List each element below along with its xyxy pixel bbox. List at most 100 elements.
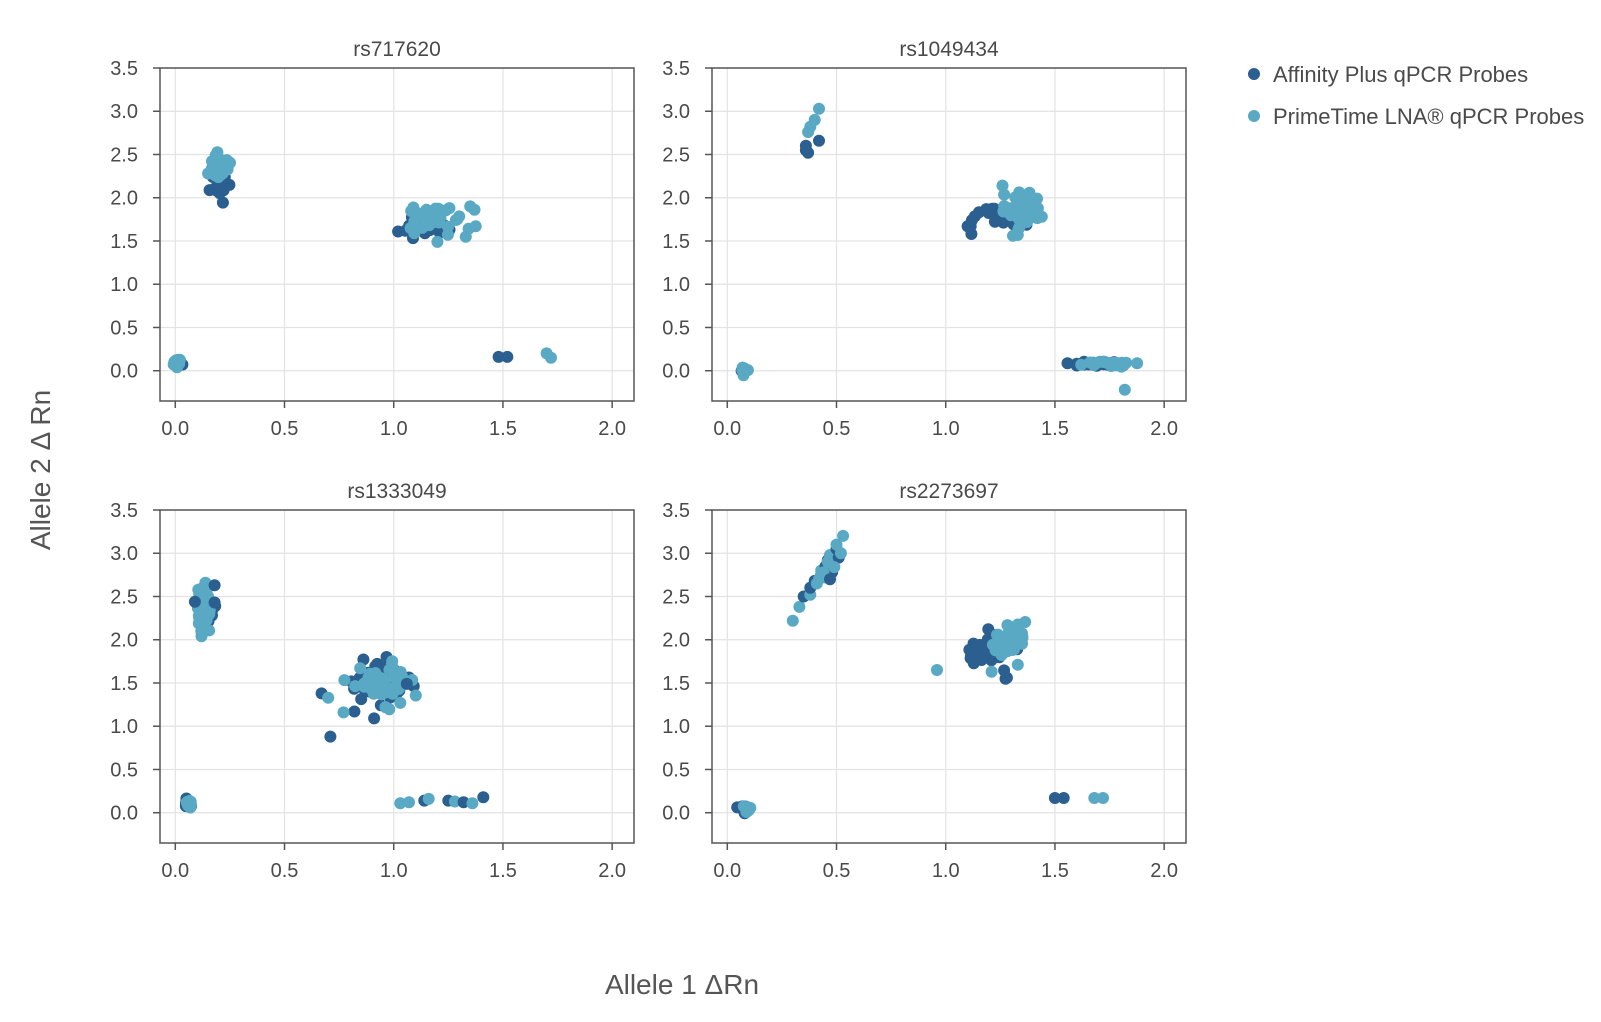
y-tick-label: 2.5 (662, 144, 690, 166)
y-tick-label: 1.0 (662, 716, 690, 738)
legend: Affinity Plus qPCR Probes PrimeTime LNA®… (1248, 62, 1584, 129)
data-point-primetime-lna (198, 609, 211, 622)
data-point-affinity-plus (1057, 792, 1070, 804)
data-point-primetime-lna (1088, 792, 1101, 804)
y-tick-label: 2.0 (110, 188, 138, 210)
x-tick-label: 2.0 (598, 418, 626, 440)
data-point-primetime-lna (448, 795, 461, 808)
data-point-primetime-lna (431, 235, 444, 248)
x-tick-label: 1.5 (1041, 418, 1069, 440)
data-point-primetime-lna (337, 706, 350, 719)
y-tick-label: 0.0 (110, 361, 138, 383)
x-tick-label: 1.0 (380, 860, 408, 882)
data-point-primetime-lna (1011, 658, 1024, 671)
data-point-primetime-lna (1011, 228, 1024, 241)
data-point-primetime-lna (379, 701, 392, 714)
data-point-primetime-lna (996, 179, 1009, 192)
y-tick-label: 1.0 (110, 716, 138, 738)
x-tick-label: 1.0 (380, 418, 408, 440)
data-point-primetime-lna (808, 113, 821, 126)
data-point-primetime-lna (422, 792, 435, 805)
data-point-primetime-lna (338, 674, 351, 687)
data-point-primetime-lna (1000, 645, 1013, 658)
y-tick-label: 2.5 (110, 586, 138, 608)
data-point-primetime-lna (1006, 636, 1019, 649)
y-tick-label: 3.5 (662, 58, 690, 80)
y-tick-label: 3.0 (662, 101, 690, 123)
data-point-primetime-lna (405, 205, 418, 217)
x-tick-label: 2.0 (1150, 860, 1178, 882)
x-tick-label: 2.0 (1150, 418, 1178, 440)
data-point-affinity-plus (213, 180, 226, 192)
data-point-primetime-lna (998, 188, 1011, 201)
x-tick-label: 0.0 (713, 860, 741, 882)
panel-rs1333049: 0.0 0.5 1.0 1.5 2.0 3.5 3.0 2.5 2.0 1.5 1.0 0.5 0.0 r… (110, 480, 635, 882)
data-point-affinity-plus (392, 225, 405, 238)
data-point-primetime-lna (394, 797, 407, 810)
data-point-affinity-plus (982, 623, 995, 636)
y-tick-label: 3.0 (110, 543, 138, 565)
legend-marker-affinity-plus (1248, 68, 1260, 80)
data-point-primetime-lna (468, 203, 481, 216)
y-tick-label: 1.5 (662, 673, 690, 695)
data-point-primetime-lna (1035, 210, 1048, 223)
x-tick-label: 0.5 (823, 418, 851, 440)
x-tick-label: 1.0 (932, 418, 960, 440)
data-point-primetime-lna (354, 662, 367, 675)
data-point-affinity-plus (501, 350, 514, 363)
data-point-affinity-plus (813, 134, 825, 147)
plot-frame (711, 509, 1187, 844)
y-tick-label: 2.5 (110, 144, 138, 166)
data-point-affinity-plus (208, 596, 221, 609)
x-axis-label: Allele 1 ΔRn (605, 969, 759, 1000)
data-point-primetime-lna (1017, 203, 1030, 216)
panel-title: rs717620 (353, 38, 441, 61)
data-point-affinity-plus (188, 595, 201, 608)
data-point-primetime-lna (834, 547, 847, 560)
y-tick-label: 0.5 (110, 317, 138, 339)
x-tick-label: 1.5 (489, 860, 517, 882)
data-point-primetime-lna (837, 529, 850, 542)
x-tick-label: 0.0 (161, 418, 189, 440)
y-tick-label: 3.5 (662, 500, 690, 522)
x-tick-label: 0.5 (271, 418, 299, 440)
data-point-primetime-lna (386, 655, 399, 668)
y-tick-label: 0.0 (662, 803, 690, 825)
data-point-primetime-lna (793, 600, 806, 613)
plot-frame (159, 67, 635, 402)
data-point-primetime-lna (466, 797, 479, 810)
y-tick-label: 1.0 (110, 274, 138, 296)
data-point-primetime-lna (210, 159, 223, 172)
data-point-primetime-lna (786, 614, 799, 627)
data-point-primetime-lna (430, 215, 442, 228)
panel-rs717620: 0.0 0.5 1.0 1.5 2.0 3.5 3.0 2.5 2.0 1.5 1.0 0.5 0.0 r… (110, 38, 635, 440)
data-point-primetime-lna (1131, 357, 1144, 370)
data-point-primetime-lna (1075, 358, 1088, 371)
y-tick-label: 1.0 (662, 274, 690, 296)
y-tick-label: 3.0 (662, 543, 690, 565)
data-point-primetime-lna (322, 691, 335, 704)
plot-frame (159, 509, 635, 844)
panel-title: rs1049434 (899, 38, 999, 61)
data-point-primetime-lna (429, 202, 442, 215)
y-tick-label: 1.5 (110, 231, 138, 253)
y-tick-label: 2.0 (110, 630, 138, 652)
y-tick-label: 3.0 (110, 101, 138, 123)
data-point-primetime-lna (441, 228, 454, 241)
data-point-primetime-lna (202, 167, 215, 180)
legend-marker-primetime-lna (1248, 110, 1260, 122)
x-tick-label: 2.0 (598, 860, 626, 882)
data-point-affinity-plus (457, 796, 470, 809)
data-point-primetime-lna (813, 573, 825, 586)
data-point-affinity-plus (965, 649, 977, 662)
data-point-affinity-plus (477, 791, 490, 804)
data-point-primetime-lna (1013, 186, 1026, 199)
x-tick-label: 0.0 (161, 860, 189, 882)
y-tick-label: 2.0 (662, 188, 690, 210)
data-point-affinity-plus (824, 573, 836, 586)
data-point-primetime-lna (931, 664, 943, 676)
y-tick-label: 0.5 (662, 759, 690, 781)
data-point-primetime-lna (459, 230, 472, 243)
data-point-affinity-plus (368, 712, 381, 725)
